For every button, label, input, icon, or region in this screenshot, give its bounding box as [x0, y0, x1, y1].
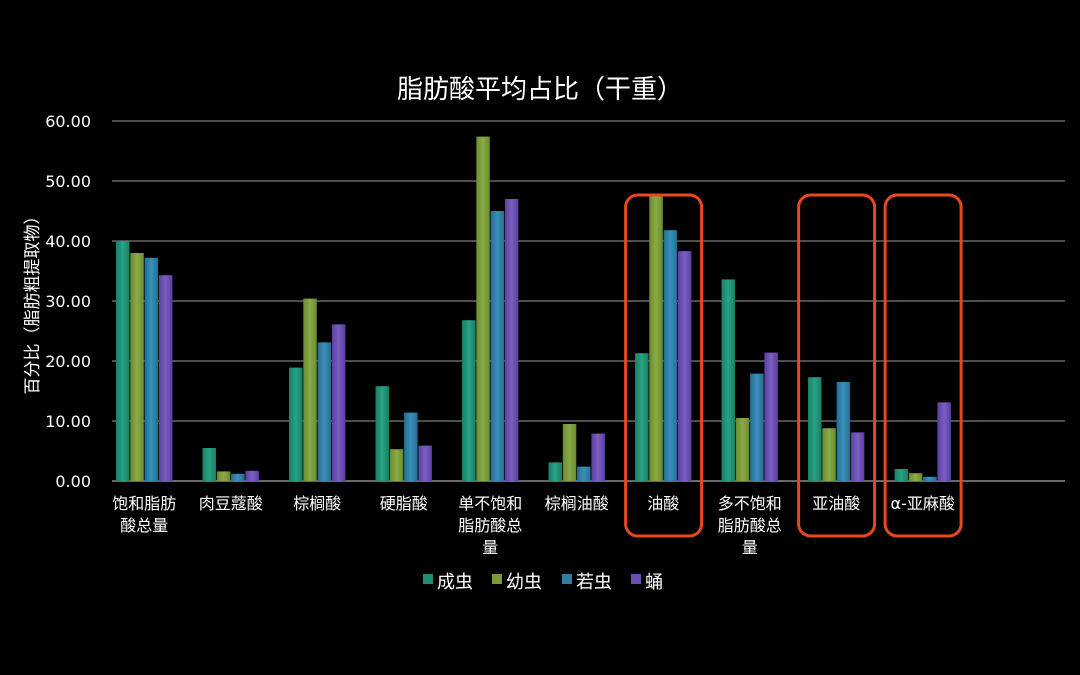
bar [331, 324, 346, 481]
bar [923, 476, 937, 481]
y-axis-label: 百分比（脂肪粗提取物） [23, 208, 43, 395]
y-tick-label: 50.00 [45, 172, 91, 191]
bar [721, 279, 735, 481]
y-tick-label: 60.00 [45, 112, 91, 131]
legend-swatch [631, 574, 641, 584]
y-tick-label: 10.00 [45, 412, 91, 431]
category-label: 棕榈酸 [293, 494, 341, 513]
highlight-box [624, 193, 704, 538]
bar [577, 466, 591, 481]
bars [116, 136, 951, 481]
highlight-boxes [624, 193, 963, 538]
bar [144, 257, 159, 481]
bar [231, 473, 245, 481]
legend-label: 幼虫 [506, 572, 542, 593]
bar [548, 462, 562, 481]
chart-title: 脂肪酸平均占比（干重） [397, 75, 683, 105]
bar [462, 320, 476, 481]
bar [937, 402, 951, 481]
category-label: 多不饱和 [718, 494, 782, 513]
category-label: 棕榈油酸 [545, 494, 609, 513]
category-label: 亚油酸 [812, 494, 860, 513]
category-label: 单不饱和 [458, 494, 522, 513]
bar [677, 251, 692, 481]
bar [908, 473, 923, 481]
bar [317, 342, 332, 481]
y-tick-label: 30.00 [45, 292, 91, 311]
bar [404, 412, 418, 481]
bar [289, 367, 303, 481]
bar [735, 418, 750, 481]
legend: 成虫 幼虫 若虫 蛹 [423, 572, 663, 593]
y-tick-label: 40.00 [45, 232, 91, 251]
bar [158, 275, 173, 481]
gridlines [112, 120, 1065, 482]
y-tick-label: 20.00 [45, 352, 91, 371]
bar [663, 230, 678, 481]
bar [808, 377, 822, 481]
bar [649, 195, 663, 481]
bar [418, 445, 432, 481]
y-tick-label: 0.00 [55, 472, 91, 491]
legend-swatch [562, 574, 572, 584]
bar [476, 136, 490, 481]
bar [216, 471, 231, 481]
bar [591, 433, 605, 481]
bar [116, 241, 130, 481]
category-label: 脂肪酸总 [458, 516, 522, 535]
legend-label: 蛹 [645, 572, 663, 593]
legend-label: 成虫 [437, 572, 473, 593]
category-label: 酸总量 [120, 516, 168, 535]
category-label: 饱和脂肪 [112, 494, 176, 513]
bar [635, 353, 649, 481]
bar [202, 448, 216, 481]
highlight-box [797, 193, 877, 538]
bar [894, 469, 908, 481]
category-label: 量 [742, 538, 758, 557]
bar [303, 298, 317, 481]
legend-swatch [492, 574, 502, 584]
category-label: 量 [482, 538, 498, 557]
bar [245, 470, 259, 481]
category-label: 油酸 [647, 494, 679, 513]
bar [130, 253, 144, 481]
category-label: 肉豆蔻酸 [199, 494, 263, 513]
y-tick-labels: 0.00 10.00 20.00 30.00 40.00 50.00 60.00 [45, 112, 91, 491]
category-label: 脂肪酸总 [718, 516, 782, 535]
bar [490, 211, 505, 481]
bar [562, 424, 577, 481]
bar [822, 428, 836, 481]
bar [389, 449, 404, 481]
bar [850, 432, 865, 481]
legend-swatch [423, 574, 433, 584]
category-label: 硬脂酸 [380, 494, 428, 513]
bar [750, 373, 764, 481]
bar [836, 382, 851, 481]
category-label: α-亚麻酸 [891, 494, 955, 513]
legend-label: 若虫 [576, 572, 612, 593]
bar [764, 352, 778, 481]
bar [375, 386, 389, 481]
highlight-box [883, 193, 963, 538]
bar [504, 199, 519, 481]
